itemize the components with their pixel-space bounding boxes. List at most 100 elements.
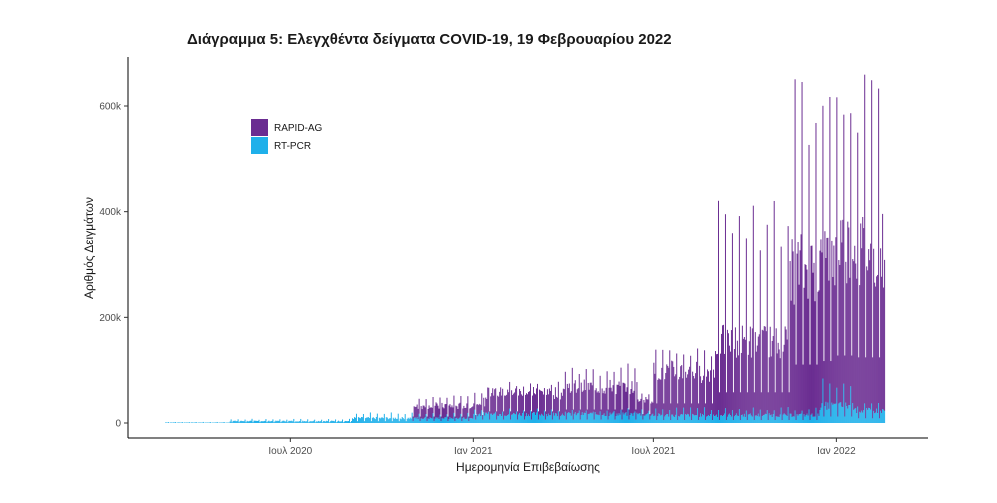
bar-rt-pcr: [710, 414, 712, 423]
bar-rt-pcr: [675, 414, 677, 423]
bar-rt-pcr: [836, 387, 838, 423]
bar-rt-pcr: [371, 417, 373, 423]
bar-rt-pcr: [727, 414, 729, 423]
bar-rapid-ag: [552, 395, 554, 413]
bar-rt-pcr: [527, 416, 529, 423]
bar-rt-pcr: [571, 410, 573, 423]
bar-rapid-ag: [623, 382, 625, 415]
bar-rt-pcr: [776, 416, 778, 423]
bar-rt-pcr: [720, 415, 722, 423]
bar-rapid-ag: [808, 144, 810, 410]
bar-rt-pcr: [368, 418, 370, 423]
bar-rapid-ag: [422, 405, 424, 420]
bar-rt-pcr: [387, 419, 389, 423]
bar-rapid-ag: [587, 382, 589, 414]
bar-rt-pcr: [386, 417, 388, 423]
bar-rt-pcr: [673, 416, 675, 423]
bar-rt-pcr: [772, 414, 774, 423]
bar-rt-pcr: [832, 404, 834, 423]
bar-rt-pcr: [332, 420, 334, 423]
bar-rapid-ag: [549, 390, 551, 416]
bar-rt-pcr: [667, 414, 669, 423]
bar-rapid-ag: [664, 379, 666, 417]
bar-rapid-ag: [774, 392, 776, 421]
bar-rt-pcr: [426, 421, 428, 423]
bar-rt-pcr: [288, 420, 290, 423]
bar-rapid-ag: [745, 238, 747, 411]
bar-rt-pcr: [483, 412, 485, 423]
bar-rt-pcr: [598, 415, 600, 423]
bar-rt-pcr: [826, 409, 828, 423]
bar-rapid-ag: [585, 369, 587, 411]
bar-rapid-ag: [433, 416, 435, 422]
bar-rapid-ag: [884, 259, 886, 411]
bar-rt-pcr: [337, 421, 339, 423]
bar-rt-pcr: [264, 420, 266, 423]
bar-rt-pcr: [807, 415, 809, 423]
bar-rt-pcr: [455, 418, 457, 423]
bar-rt-pcr: [820, 407, 822, 423]
bar-rt-pcr: [677, 420, 679, 423]
bar-rt-pcr: [247, 421, 249, 423]
bar-rt-pcr: [375, 416, 377, 423]
bar-rapid-ag: [690, 355, 692, 408]
bar-rt-pcr: [797, 415, 799, 423]
bar-rt-pcr: [396, 418, 398, 423]
bar-rapid-ag: [468, 416, 470, 422]
bar-rt-pcr: [589, 412, 591, 423]
bar-rt-pcr: [580, 415, 582, 423]
bar-rt-pcr: [291, 420, 293, 423]
bar-rapid-ag: [721, 325, 723, 417]
bar-rt-pcr: [508, 414, 510, 423]
bar-rt-pcr: [619, 414, 621, 423]
bar-rapid-ag: [530, 383, 532, 411]
bar-rapid-ag: [746, 392, 748, 421]
bar-rt-pcr: [839, 402, 841, 423]
bar-rt-pcr: [377, 421, 379, 423]
bar-rapid-ag: [654, 373, 656, 416]
bar-rt-pcr: [350, 422, 351, 423]
bar-rt-pcr: [318, 420, 320, 423]
bar-rt-pcr: [511, 414, 513, 423]
bar-rapid-ag: [504, 395, 506, 416]
bar-rapid-ag: [632, 392, 634, 416]
bar-rt-pcr: [281, 421, 283, 423]
bar-rt-pcr: [185, 422, 187, 423]
bar-rapid-ag: [646, 399, 648, 414]
bar-rt-pcr: [699, 416, 701, 423]
bar-rapid-ag: [482, 415, 484, 420]
bar-rt-pcr: [412, 421, 414, 423]
bar-rapid-ag: [765, 331, 767, 415]
bar-rt-pcr: [522, 413, 524, 423]
bar-rapid-ag: [795, 364, 797, 421]
bar-rt-pcr: [369, 412, 371, 423]
bar-rapid-ag: [589, 382, 591, 413]
bar-rapid-ag: [490, 396, 492, 414]
bar-rt-pcr: [697, 408, 699, 423]
bar-rapid-ag: [851, 355, 853, 417]
bar-rt-pcr: [873, 410, 875, 423]
bar-rt-pcr: [177, 422, 179, 423]
bar-rapid-ag: [812, 272, 814, 417]
bar-rt-pcr: [819, 410, 821, 423]
bar-rt-pcr: [244, 419, 246, 423]
bar-rapid-ag: [659, 379, 661, 414]
bar-rt-pcr: [409, 417, 411, 423]
bar-rt-pcr: [544, 419, 546, 423]
bar-rt-pcr: [542, 415, 544, 423]
bar-rt-pcr: [232, 420, 234, 423]
bar-rapid-ag: [768, 357, 770, 414]
bar-rt-pcr: [293, 418, 295, 423]
bar-rapid-ag: [572, 409, 574, 420]
bar-rapid-ag: [822, 105, 824, 379]
bar-rt-pcr: [341, 421, 343, 423]
bar-rapid-ag: [419, 416, 421, 422]
bar-rt-pcr: [652, 413, 654, 423]
bar-rt-pcr: [273, 422, 275, 423]
bar-rt-pcr: [714, 416, 716, 423]
bar-rt-pcr: [535, 412, 537, 423]
bar-rt-pcr: [692, 413, 694, 423]
bar-rapid-ag: [497, 395, 499, 416]
bar-rapid-ag: [438, 408, 440, 420]
bar-rt-pcr: [647, 413, 649, 423]
